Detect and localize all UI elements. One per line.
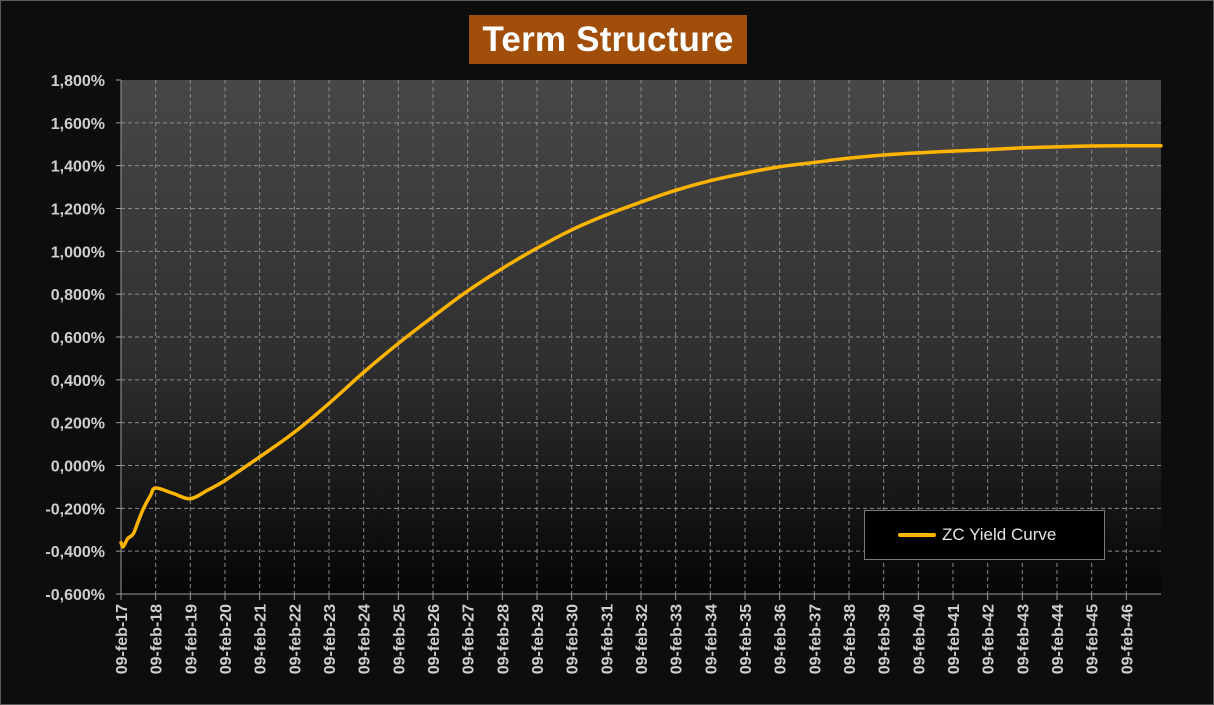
x-tick-label: 09-feb-25 [391,604,408,674]
x-tick-label: 09-feb-46 [1119,604,1136,674]
legend: ZC Yield Curve [864,510,1105,560]
y-tick-label: 0,800% [51,287,105,304]
x-tick-label: 09-feb-38 [842,604,859,674]
grid-lines [121,80,1161,594]
x-tick-label: 09-feb-18 [149,604,166,674]
x-tick-label: 09-feb-31 [599,604,616,674]
chart-title-box: Term Structure [469,15,747,64]
x-tick-label: 09-feb-27 [461,604,478,674]
x-tick-label: 09-feb-30 [565,604,582,674]
axes [116,79,1161,600]
x-tick-label: 09-feb-33 [669,604,686,674]
y-tick-label: 0,200% [51,416,105,433]
x-tick-label: 09-feb-32 [634,604,651,674]
y-tick-label: -0,200% [45,501,105,518]
y-tick-label: 1,400% [51,159,105,176]
x-tick-label: 09-feb-24 [357,604,374,674]
x-tick-label: 09-feb-37 [807,604,824,674]
x-tick-label: 09-feb-34 [703,604,720,674]
x-tick-label: 09-feb-21 [253,604,270,674]
y-tick-label: 0,000% [51,459,105,476]
y-tick-label: 0,600% [51,330,105,347]
x-tick-label: 09-feb-45 [1085,604,1102,674]
y-tick-label: 1,800% [51,73,105,90]
y-tick-label: -0,400% [45,544,105,561]
x-tick-label: 09-feb-22 [287,604,304,674]
x-tick-label: 09-feb-44 [1050,604,1067,674]
y-tick-label: 1,000% [51,244,105,261]
x-axis-ticks: 09-feb-17 09-feb-18 09-feb-19 09-feb-20 09-f… [114,604,1136,674]
x-tick-label: 09-feb-20 [218,604,235,674]
x-tick-label: 09-feb-35 [738,604,755,674]
y-tick-label: 1,200% [51,202,105,219]
x-tick-label: 09-feb-26 [426,604,443,674]
x-tick-label: 09-feb-39 [877,604,894,674]
x-tick-label: 09-feb-19 [183,604,200,674]
x-tick-label: 09-feb-28 [495,604,512,674]
y-axis-ticks: -0,600% -0,400% -0,200% 0,000% 0,200% 0,400% 0… [45,73,105,604]
zc-yield-curve-line [119,143,1163,549]
x-tick-label: 09-feb-29 [530,604,547,674]
x-tick-label: 09-feb-43 [1015,604,1032,674]
x-tick-label: 09-feb-36 [773,604,790,674]
y-tick-label: -0,600% [45,587,105,604]
legend-label: ZC Yield Curve [942,525,1057,544]
series-layer [119,143,1163,549]
y-tick-label: 1,600% [51,116,105,133]
x-tick-label: 09-feb-40 [911,604,928,674]
x-tick-label: 09-feb-23 [322,604,339,674]
x-tick-label: 09-feb-17 [114,604,131,674]
legend-line-swatch [898,533,936,537]
y-tick-label: 0,400% [51,373,105,390]
chart-title: Term Structure [482,19,734,59]
x-tick-label: 09-feb-42 [981,604,998,674]
x-tick-label: 09-feb-41 [946,604,963,674]
